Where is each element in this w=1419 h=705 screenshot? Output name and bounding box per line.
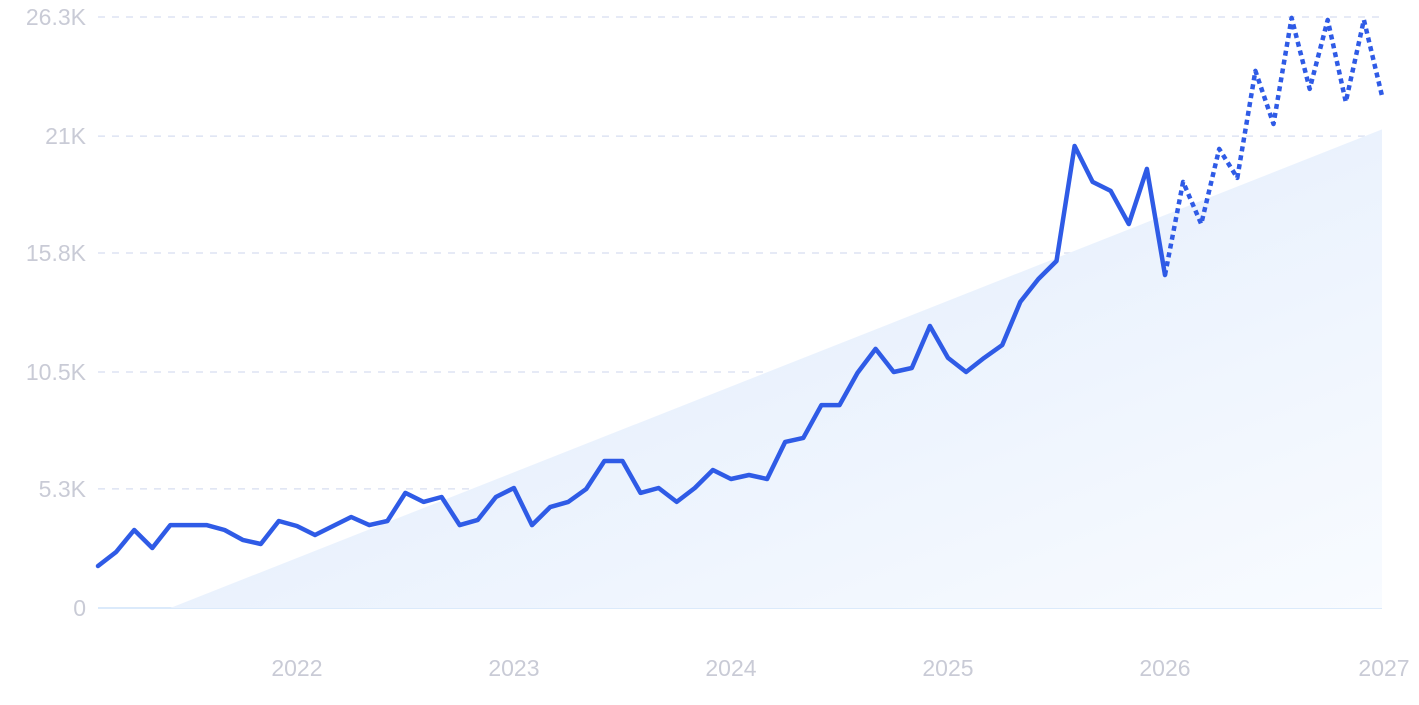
x-tick-label: 2024 xyxy=(705,655,756,681)
x-tick-label: 2023 xyxy=(488,655,539,681)
x-tick-label: 2025 xyxy=(922,655,973,681)
y-tick-label: 26.3K xyxy=(26,4,87,30)
y-tick-label: 0 xyxy=(73,595,86,621)
x-tick-label: 2026 xyxy=(1139,655,1190,681)
y-tick-label: 10.5K xyxy=(26,359,87,385)
y-tick-label: 21K xyxy=(45,123,87,149)
x-tick-label: 2022 xyxy=(271,655,322,681)
y-tick-label: 15.8K xyxy=(26,240,87,266)
x-tick-label: 2027 xyxy=(1358,655,1409,681)
y-tick-label: 5.3K xyxy=(39,476,87,502)
trend-area xyxy=(170,129,1382,608)
